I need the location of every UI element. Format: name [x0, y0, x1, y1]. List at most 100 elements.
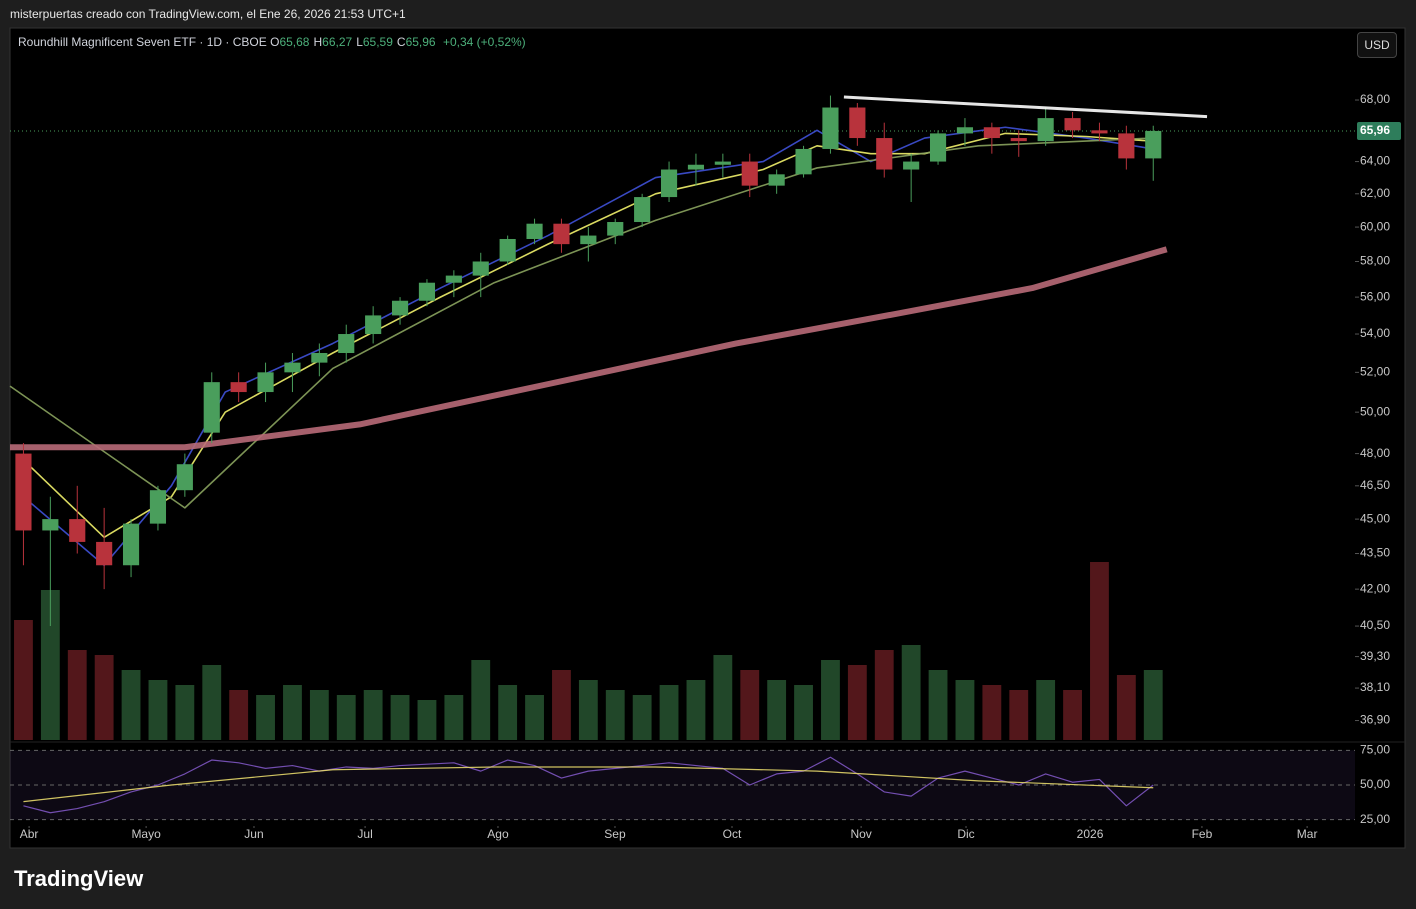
volume-bar: [309, 690, 329, 740]
ohlc-label: H: [313, 35, 323, 49]
y-tick-label: 62,00: [1360, 186, 1390, 200]
candle-body: [1145, 130, 1162, 159]
volume-bar: [148, 680, 168, 740]
volume-bar: [444, 695, 464, 740]
candle-body: [284, 362, 301, 373]
x-tick-label: Oct: [723, 827, 742, 841]
volume-bar: [713, 655, 733, 740]
volume-bar: [14, 620, 33, 740]
volume-bar: [256, 695, 275, 740]
rsi-tick-label: 75,00: [1360, 742, 1390, 756]
candle-body: [849, 107, 866, 139]
moving-average: [22, 126, 1154, 567]
y-tick-label: 40,50: [1360, 618, 1390, 632]
volume-bar: [847, 665, 867, 740]
currency-button[interactable]: USD: [1357, 32, 1397, 58]
volume-bar: [417, 700, 437, 740]
candle-body: [634, 197, 651, 223]
rsi-tick-label: 50,00: [1360, 777, 1390, 791]
x-tick-label: Mayo: [131, 827, 161, 841]
ohlc-value: 66,27: [322, 35, 353, 49]
volume-bar: [794, 685, 813, 740]
y-tick-label: 60,00: [1360, 219, 1390, 233]
volume-bar: [336, 695, 356, 740]
x-tick-label: Sep: [604, 827, 626, 841]
moving-average: [9, 137, 1154, 509]
candle-body: [257, 372, 274, 393]
candle-body: [15, 453, 32, 531]
volume-bar: [578, 680, 598, 740]
y-tick-label: 42,00: [1360, 581, 1390, 595]
y-tick-label: 48,00: [1360, 446, 1390, 460]
rsi-line: [23, 756, 1154, 814]
candle-body: [768, 174, 785, 186]
volume-bar: [1009, 690, 1029, 740]
y-tick-label: 46,50: [1360, 478, 1390, 492]
candle-body: [418, 282, 436, 301]
candle-body: [526, 223, 543, 239]
candle-body: [553, 223, 570, 245]
ohlc-label: L: [356, 35, 363, 49]
candle-body: [929, 133, 947, 162]
rsi-ma: [23, 766, 1154, 803]
ohlc-value: 65,96: [405, 35, 436, 49]
candle-body: [607, 222, 624, 236]
candle-body: [795, 148, 812, 175]
x-tick-label: Mar: [1297, 827, 1318, 841]
volume-bar: [363, 690, 383, 740]
volume-bar: [928, 670, 948, 740]
rsi-tick-label: 25,00: [1360, 812, 1390, 826]
volume-bar: [1116, 675, 1136, 740]
trendline: [843, 95, 1208, 119]
volume-bar: [1143, 670, 1163, 740]
volume-bar: [632, 695, 652, 740]
x-tick-label: Feb: [1192, 827, 1213, 841]
candle-body: [149, 490, 167, 524]
volume-bar: [202, 665, 222, 740]
volume-bar: [175, 685, 195, 740]
volume-bar: [659, 685, 679, 740]
candle-body: [122, 523, 140, 566]
x-tick-label: 2026: [1077, 827, 1104, 841]
volume-bar: [552, 670, 571, 740]
y-tick-label: 43,50: [1360, 546, 1390, 560]
candle-body: [472, 261, 489, 276]
x-tick-label: Nov: [850, 827, 871, 841]
candle-body: [203, 382, 220, 433]
volume-bar: [767, 680, 787, 740]
volume-bar: [498, 685, 518, 740]
moving-average: [10, 246, 1168, 451]
volume-bar: [1063, 690, 1082, 740]
candle-body: [499, 238, 516, 262]
ohlc: O65,68 H66,27 L65,59 C65,96: [270, 35, 440, 49]
candle-body: [956, 127, 974, 134]
y-tick-label: 58,00: [1360, 254, 1390, 268]
y-tick-label: 68,00: [1360, 92, 1390, 106]
volume-bar: [525, 695, 544, 740]
y-tick-label: 54,00: [1360, 326, 1390, 340]
candle-body: [176, 464, 193, 491]
volume-bar: [821, 660, 840, 740]
y-tick-label: 45,00: [1360, 511, 1390, 525]
candle-body: [311, 353, 328, 363]
volume-bar: [94, 655, 114, 740]
volume-bar: [605, 690, 625, 740]
brand-logo: TradingView: [14, 866, 144, 891]
ohlc-value: 65,68: [279, 35, 310, 49]
candle-body: [69, 519, 86, 542]
candle-body: [983, 127, 1000, 139]
volume-bar: [901, 645, 921, 740]
candle-body: [230, 382, 247, 393]
candle-body: [1091, 130, 1108, 134]
y-tick-label: 56,00: [1360, 289, 1390, 303]
y-tick-label: 52,00: [1360, 365, 1390, 379]
candle-body: [714, 161, 731, 165]
volume-bar: [40, 590, 60, 740]
candle-body: [338, 334, 355, 354]
volume-bar: [1090, 562, 1109, 740]
last-price-box: [1357, 121, 1401, 140]
volume-bar: [955, 680, 975, 740]
x-tick-label: Jul: [357, 827, 372, 841]
